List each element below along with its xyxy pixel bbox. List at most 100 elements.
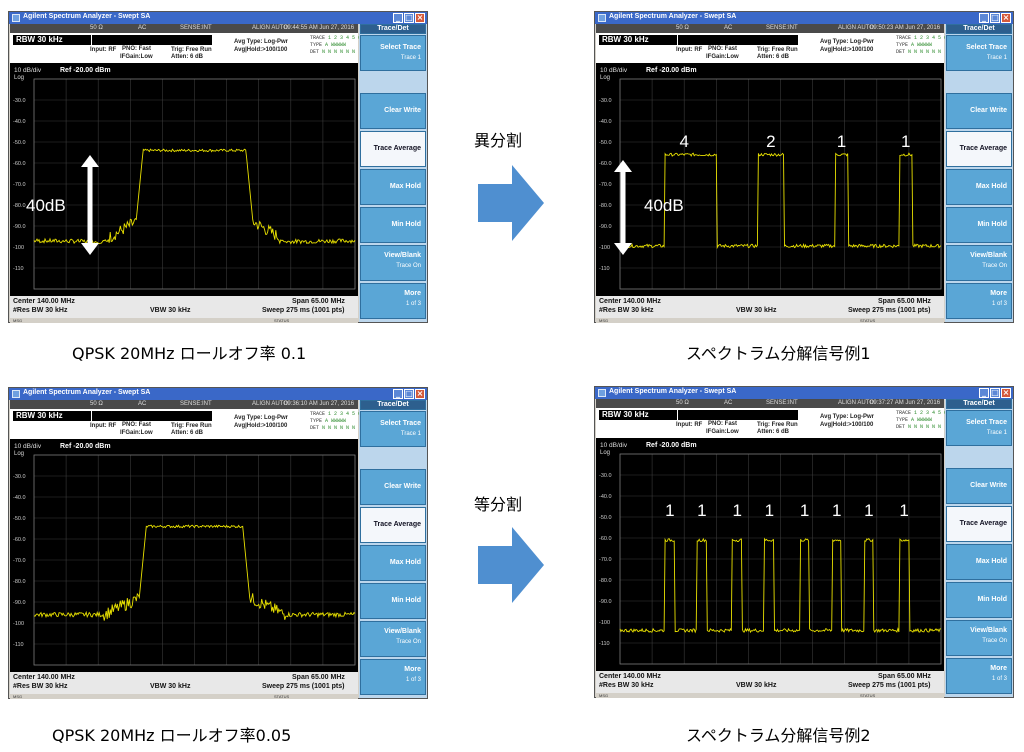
pno-label: PNO: Fast xyxy=(708,46,738,52)
max-hold-button[interactable]: Max Hold xyxy=(360,545,426,581)
max-hold-button[interactable]: Max Hold xyxy=(360,169,426,205)
analyzer-window-top-left: Agilent Spectrum Analyzer - Swept SA _ □… xyxy=(8,11,428,323)
trace-row-value: 1 2 3 4 5 6 xyxy=(328,411,362,417)
y-tick-label: -80.0 xyxy=(599,578,612,584)
close-icon[interactable]: × xyxy=(415,389,425,399)
measurement-info-bar: RBW 30 kHz Input: RF PNO: Fast IFGain:Lo… xyxy=(10,409,362,439)
close-icon[interactable]: × xyxy=(415,13,425,23)
log-label: Log xyxy=(600,75,610,81)
close-icon[interactable]: × xyxy=(1001,388,1011,398)
min-hold-button[interactable]: Min Hold xyxy=(946,207,1012,243)
y-tick-label: -90.0 xyxy=(599,599,612,605)
segment-ratio-label: 1 xyxy=(765,501,774,520)
vbw: VBW 30 kHz xyxy=(736,682,777,689)
center-frequency: Center 140.00 MHz xyxy=(13,674,75,681)
avg-hold-label: Avg|Hold:>100/100 xyxy=(820,47,874,53)
type-row-label: TYPE xyxy=(896,42,909,48)
coupling-status: AC xyxy=(138,401,147,407)
y-tick-label: -100 xyxy=(599,245,610,251)
ifgain-label: IFGain:Low xyxy=(120,54,153,60)
close-icon[interactable]: × xyxy=(1001,13,1011,23)
graticule-border xyxy=(619,78,942,290)
select-trace-button[interactable]: Select Trace Trace 1 xyxy=(360,411,426,447)
maximize-icon[interactable]: □ xyxy=(990,13,1000,23)
view-blank-button[interactable]: View/Blank Trace On xyxy=(360,245,426,281)
trace-average-label: Trace Average xyxy=(959,145,1007,152)
more-page: 1 of 3 xyxy=(991,301,1007,307)
clear-write-button[interactable]: Clear Write xyxy=(946,468,1012,504)
select-trace-button[interactable]: Select Trace Trace 1 xyxy=(946,410,1012,446)
select-trace-label: Select Trace xyxy=(380,44,421,51)
segment-ratio-label: 1 xyxy=(665,501,674,520)
view-blank-value: Trace On xyxy=(396,263,421,269)
sweep-info-bar: Center 140.00 MHz #Res BW 30 kHz VBW 30 … xyxy=(10,672,358,694)
app-icon xyxy=(12,14,20,22)
trace-average-button[interactable]: Trace Average xyxy=(946,131,1012,167)
minimize-icon[interactable]: _ xyxy=(979,13,989,23)
segment-ratio-label: 1 xyxy=(800,501,809,520)
more-button[interactable]: More 1 of 3 xyxy=(360,283,426,319)
sweep-time: Sweep 275 ms (1001 pts) xyxy=(848,307,931,314)
y-tick-label: -90.0 xyxy=(13,224,26,230)
minimize-icon[interactable]: _ xyxy=(393,389,403,399)
y-tick-label: -70.0 xyxy=(13,558,26,564)
trace-det-menu-title: Trace/Det xyxy=(360,400,426,410)
select-trace-button[interactable]: Select Trace Trace 1 xyxy=(360,35,426,71)
trace-average-label: Trace Average xyxy=(373,521,421,528)
caption-bottom-left: QPSK 20MHz ロールオフ率0.05 xyxy=(52,726,292,745)
status-label: STATUS xyxy=(274,694,290,699)
select-trace-value: Trace 1 xyxy=(400,431,421,437)
spectrum-display: 10 dB/div Log Ref -20.00 dBm -30.0 -40.0 -50.… xyxy=(596,63,944,296)
spectrum-trace xyxy=(619,537,942,634)
clear-write-button[interactable]: Clear Write xyxy=(946,93,1012,129)
sense-status: SENSE:INT xyxy=(180,25,212,31)
status-label: STATUS xyxy=(860,693,876,698)
select-trace-label: Select Trace xyxy=(966,44,1007,51)
title-bar[interactable]: Agilent Spectrum Analyzer - Swept SA _ □… xyxy=(595,387,1013,399)
view-blank-button[interactable]: View/Blank Trace On xyxy=(946,245,1012,281)
min-hold-button[interactable]: Min Hold xyxy=(360,207,426,243)
minimize-icon[interactable]: _ xyxy=(979,388,989,398)
title-bar[interactable]: Agilent Spectrum Analyzer - Swept SA _ □… xyxy=(9,388,427,400)
trace-average-button[interactable]: Trace Average xyxy=(360,131,426,167)
select-trace-button[interactable]: Select Trace Trace 1 xyxy=(946,35,1012,71)
more-button[interactable]: More 1 of 3 xyxy=(360,659,426,695)
avg-type-label: Avg Type: Log-Pwr xyxy=(820,39,874,45)
view-blank-button[interactable]: View/Blank Trace On xyxy=(946,620,1012,656)
title-bar[interactable]: Agilent Spectrum Analyzer - Swept SA _ □… xyxy=(595,12,1013,24)
rbw-badge: RBW 30 kHz xyxy=(13,35,91,45)
rbw-badge: RBW 30 kHz xyxy=(599,35,677,45)
det-row-label: DET xyxy=(896,424,906,430)
maximize-icon[interactable]: □ xyxy=(404,13,414,23)
min-hold-button[interactable]: Min Hold xyxy=(946,582,1012,618)
maximize-icon[interactable]: □ xyxy=(404,389,414,399)
reference-level: Ref -20.00 dBm xyxy=(646,67,697,74)
more-button[interactable]: More 1 of 3 xyxy=(946,283,1012,319)
msg-label: MSG xyxy=(13,318,23,323)
minimize-icon[interactable]: _ xyxy=(393,13,403,23)
min-hold-button[interactable]: Min Hold xyxy=(360,583,426,619)
trace-det-menu-title: Trace/Det xyxy=(360,24,426,34)
trace-average-button[interactable]: Trace Average xyxy=(360,507,426,543)
spectrum-display: 10 dB/div Log Ref -20.00 dBm -30.0 -40.0 -50.… xyxy=(10,63,358,296)
max-hold-button[interactable]: Max Hold xyxy=(946,169,1012,205)
y-tick-label: -50.0 xyxy=(599,140,612,146)
trace-average-button[interactable]: Trace Average xyxy=(946,506,1012,542)
clear-write-button[interactable]: Clear Write xyxy=(360,469,426,505)
rbw-badge: RBW 30 kHz xyxy=(599,410,677,420)
msg-label: MSG xyxy=(13,694,23,699)
title-bar[interactable]: Agilent Spectrum Analyzer - Swept SA _ □… xyxy=(9,12,427,24)
more-button[interactable]: More 1 of 3 xyxy=(946,658,1012,694)
maximize-icon[interactable]: □ xyxy=(990,388,1000,398)
avg-type-label: Avg Type: Log-Pwr xyxy=(820,414,874,420)
clear-write-button[interactable]: Clear Write xyxy=(360,93,426,129)
max-hold-button[interactable]: Max Hold xyxy=(946,544,1012,580)
trace-indicator: TRACE 1 2 3 4 5 6 TYPE A WWWWW DET N N N… xyxy=(896,35,947,57)
res-bw: #Res BW 30 kHz xyxy=(599,682,654,689)
max-hold-label: Max Hold xyxy=(975,558,1007,565)
view-blank-button[interactable]: View/Blank Trace On xyxy=(360,621,426,657)
y-tick-label: -30.0 xyxy=(13,98,26,104)
coupling-status: AC xyxy=(138,25,147,31)
